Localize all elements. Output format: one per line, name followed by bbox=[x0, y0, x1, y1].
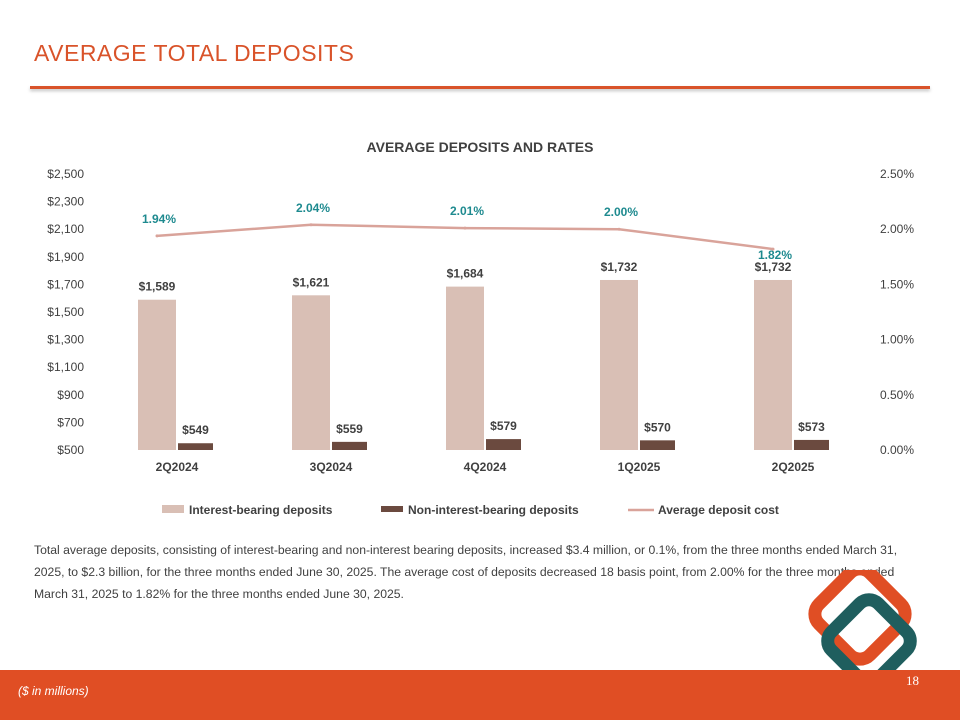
legend-label-non-interest-bearing: Non-interest-bearing deposits bbox=[408, 503, 579, 517]
line-label-deposit-cost: 1.94% bbox=[142, 212, 176, 226]
units-footnote: ($ in millions) bbox=[18, 684, 89, 698]
line-label-deposit-cost: 1.82% bbox=[758, 248, 792, 262]
y-right-tick-label: 1.00% bbox=[880, 333, 914, 347]
legend-label-interest-bearing: Interest-bearing deposits bbox=[189, 503, 333, 517]
x-tick-label: 3Q2024 bbox=[310, 460, 353, 474]
line-point-deposit-cost bbox=[617, 227, 621, 231]
x-tick-label: 1Q2025 bbox=[618, 460, 661, 474]
y-left-tick-label: $1,100 bbox=[47, 360, 84, 374]
y-right-tick-label: 2.00% bbox=[880, 222, 914, 236]
bar-interest-bearing bbox=[138, 299, 176, 450]
bar-non-interest-bearing bbox=[794, 439, 829, 450]
bar-non-interest-bearing bbox=[332, 441, 367, 450]
summary-text: Total average deposits, consisting of in… bbox=[34, 543, 898, 601]
bar-non-interest-bearing bbox=[178, 443, 213, 450]
line-label-deposit-cost: 2.00% bbox=[604, 205, 638, 219]
y-left-tick-label: $700 bbox=[57, 415, 84, 429]
legend-swatch-interest-bearing bbox=[162, 505, 184, 513]
y-right-tick-label: 2.50% bbox=[880, 167, 914, 181]
line-point-deposit-cost bbox=[309, 223, 313, 227]
y-left-tick-label: $1,900 bbox=[47, 250, 84, 264]
y-left-tick-label: $900 bbox=[57, 388, 84, 402]
line-label-deposit-cost: 2.01% bbox=[450, 204, 484, 218]
deposits-rates-chart: AVERAGE DEPOSITS AND RATES $2,500 $2,300 $2… bbox=[47, 139, 914, 517]
line-point-deposit-cost bbox=[463, 226, 467, 230]
y-left-tick-label: $2,500 bbox=[47, 167, 84, 181]
bar-label-interest-bearing: $1,732 bbox=[755, 260, 792, 274]
page-title: AVERAGE TOTAL DEPOSITS bbox=[34, 40, 355, 66]
bar-label-interest-bearing: $1,589 bbox=[139, 280, 176, 294]
bar-label-non-interest-bearing: $573 bbox=[798, 420, 825, 434]
line-point-deposit-cost bbox=[155, 234, 159, 238]
y-left-tick-label: $1,300 bbox=[47, 333, 84, 347]
y-left-tick-label: $500 bbox=[57, 443, 84, 457]
bar-label-non-interest-bearing: $559 bbox=[336, 422, 363, 436]
bar-non-interest-bearing bbox=[486, 439, 521, 450]
title-divider bbox=[30, 86, 930, 89]
bar-non-interest-bearing bbox=[640, 440, 675, 450]
footer-bar bbox=[0, 670, 960, 720]
x-tick-label: 2Q2025 bbox=[772, 460, 815, 474]
bar-label-interest-bearing: $1,621 bbox=[293, 275, 330, 289]
bar-label-non-interest-bearing: $570 bbox=[644, 420, 671, 434]
y-left-tick-label: $2,100 bbox=[47, 222, 84, 236]
y-left-tick-label: $1,500 bbox=[47, 305, 84, 319]
y-right-tick-label: 1.50% bbox=[880, 277, 914, 291]
chart-title: AVERAGE DEPOSITS AND RATES bbox=[367, 139, 594, 155]
bar-interest-bearing bbox=[754, 279, 792, 450]
legend-label-deposit-cost: Average deposit cost bbox=[658, 503, 779, 517]
bar-label-non-interest-bearing: $579 bbox=[490, 419, 517, 433]
y-right-tick-label: 0.50% bbox=[880, 388, 914, 402]
bar-label-non-interest-bearing: $549 bbox=[182, 423, 209, 437]
bar-interest-bearing bbox=[292, 295, 330, 450]
y-left-tick-label: $2,300 bbox=[47, 195, 84, 209]
line-point-deposit-cost bbox=[771, 247, 775, 251]
bar-label-interest-bearing: $1,732 bbox=[601, 260, 638, 274]
bar-interest-bearing bbox=[446, 286, 484, 450]
x-tick-label: 4Q2024 bbox=[464, 460, 507, 474]
line-label-deposit-cost: 2.04% bbox=[296, 201, 330, 215]
page-number: 18 bbox=[906, 673, 919, 688]
x-tick-label: 2Q2024 bbox=[156, 460, 199, 474]
company-logo-icon bbox=[808, 570, 917, 689]
bar-label-interest-bearing: $1,684 bbox=[447, 267, 484, 281]
bar-interest-bearing bbox=[600, 279, 638, 450]
y-left-tick-label: $1,700 bbox=[47, 277, 84, 291]
y-right-tick-label: 0.00% bbox=[880, 443, 914, 457]
legend-swatch-non-interest-bearing bbox=[381, 506, 403, 512]
